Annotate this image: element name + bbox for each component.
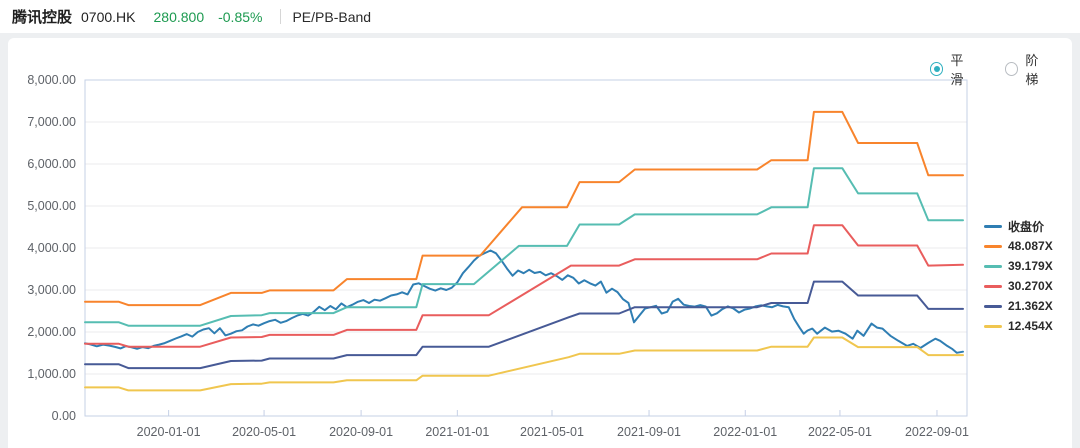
legend-line-icon — [984, 284, 1002, 288]
legend-item-39.179X[interactable]: 39.179X — [984, 256, 1053, 276]
x-tick-label: 2022-01-01 — [713, 425, 777, 439]
x-tick-label: 2020-01-01 — [137, 425, 201, 439]
legend-label: 12.454X — [1008, 319, 1053, 333]
series-line-12.454X — [84, 336, 964, 392]
legend-label: 30.270X — [1008, 279, 1053, 293]
legend-item-收盘价[interactable]: 收盘价 — [984, 216, 1053, 236]
legend-item-12.454X[interactable]: 12.454X — [984, 316, 1053, 336]
legend-line-icon — [984, 244, 1002, 248]
radio-selected-icon[interactable] — [930, 62, 944, 76]
y-tick-label: 7,000.00 — [27, 115, 76, 129]
legend-line-icon — [984, 224, 1002, 228]
header-bar: 腾讯控股 0700.HK 280.800 -0.85% PE/PB-Band — [0, 0, 1080, 33]
y-tick-label: 2,000.00 — [27, 325, 76, 339]
legend-line-icon — [984, 324, 1002, 328]
radio-step-label: 阶梯 — [1025, 53, 1039, 87]
legend-label: 39.179X — [1008, 259, 1053, 273]
stock-price: 280.800 — [153, 8, 205, 25]
series-line-21.362X — [84, 280, 964, 370]
line-mode-radio-group: 平滑 阶梯 — [930, 50, 1080, 88]
legend-item-48.087X[interactable]: 48.087X — [984, 236, 1053, 256]
x-tick-label: 2022-09-01 — [905, 425, 969, 439]
radio-smooth[interactable]: 平滑 — [930, 50, 975, 88]
legend-line-icon — [984, 304, 1002, 308]
chart-card — [8, 38, 1072, 448]
legend-label: 收盘价 — [1008, 219, 1045, 234]
series-line-48.087X — [84, 110, 964, 307]
stock-name: 腾讯控股 — [12, 9, 73, 26]
header-divider — [280, 9, 282, 24]
stock-change-percent: -0.85% — [218, 8, 263, 25]
radio-unselected-icon[interactable] — [1005, 62, 1019, 76]
legend-item-30.270X[interactable]: 30.270X — [984, 276, 1053, 296]
x-tick-label: 2021-05-01 — [520, 425, 584, 439]
x-tick-label: 2020-05-01 — [232, 425, 296, 439]
series-line-30.270X — [84, 224, 964, 348]
y-tick-label: 6,000.00 — [27, 157, 76, 171]
legend-label: 48.087X — [1008, 239, 1053, 253]
x-tick-label: 2021-01-01 — [425, 425, 489, 439]
legend-item-21.362X[interactable]: 21.362X — [984, 296, 1053, 316]
plot-border — [84, 79, 968, 417]
stock-ticker: 0700.HK — [81, 8, 136, 25]
legend-label: 21.362X — [1008, 299, 1053, 313]
y-tick-label: 1,000.00 — [27, 367, 76, 381]
radio-smooth-label: 平滑 — [950, 53, 964, 87]
chart-legend: 收盘价 48.087X 39.179X 30.270X 21.362X 12.454X — [984, 216, 1053, 336]
x-tick-label: 2021-09-01 — [617, 425, 681, 439]
radio-step[interactable]: 阶梯 — [1005, 50, 1050, 88]
series-line-收盘价 — [84, 249, 964, 354]
y-tick-label: 4,000.00 — [27, 241, 76, 255]
tab-pe-pb-band[interactable]: PE/PB-Band — [292, 8, 372, 25]
legend-line-icon — [984, 264, 1002, 268]
series-line-39.179X — [84, 167, 964, 327]
y-tick-label: 8,000.00 — [27, 73, 76, 87]
y-tick-label: 5,000.00 — [27, 199, 76, 213]
y-tick-label: 0.00 — [52, 409, 76, 423]
x-tick-label: 2022-05-01 — [808, 425, 872, 439]
x-tick-label: 2020-09-01 — [329, 425, 393, 439]
y-tick-label: 3,000.00 — [27, 283, 76, 297]
